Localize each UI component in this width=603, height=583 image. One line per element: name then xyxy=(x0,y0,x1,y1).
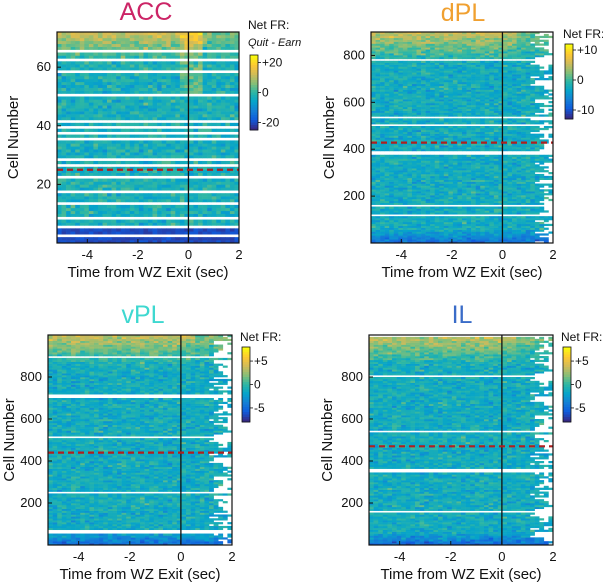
colorbar-tick-label: -5 xyxy=(575,401,586,415)
heatmap-cells xyxy=(57,32,240,244)
colorbar-tick-label: 0 xyxy=(254,378,261,392)
y-tick-label: 800 xyxy=(20,369,42,384)
y-axis-label: Cell Number xyxy=(1,398,18,481)
x-axis-label: Time from WZ Exit (sec) xyxy=(59,566,220,583)
colorbar-subtitle: Quit - Earn xyxy=(248,37,301,49)
y-tick-label: 800 xyxy=(343,47,365,62)
colorbar-tick-label: 0 xyxy=(577,73,584,87)
plot-frame xyxy=(368,334,554,546)
x-tick-label: 0 xyxy=(177,549,184,564)
x-tick-label: 0 xyxy=(499,247,506,262)
y-tick-label: 400 xyxy=(341,453,363,468)
colorbar-tick-label: 0 xyxy=(262,86,269,100)
y-tick-label: 200 xyxy=(20,495,42,510)
plot-frame xyxy=(370,31,554,244)
plot-frame xyxy=(47,334,233,546)
y-axis-label: Cell Number xyxy=(5,96,22,179)
colorbar: Net FR: +5 0 -5 xyxy=(240,330,281,423)
panel-il: -4 -2 0 2 200 400 600 800 IL Time from WZ Exit (s… xyxy=(319,301,602,583)
colorbar-tick-label: +5 xyxy=(254,354,268,368)
x-tick-label: -4 xyxy=(394,549,406,564)
colorbar: Net FR: Quit - Earn +20 0 -20 xyxy=(248,18,301,131)
heatmap-cells xyxy=(48,335,233,546)
y-tick-label: 400 xyxy=(343,141,365,156)
panel-title: ACC xyxy=(120,0,173,26)
panel-title: IL xyxy=(452,301,473,329)
y-tick-label: 400 xyxy=(20,453,42,468)
colorbar-tick-label: +5 xyxy=(575,354,589,368)
colorbar-tick-label: -5 xyxy=(254,401,265,415)
x-tick-label: 0 xyxy=(185,247,192,262)
y-tick-label: 800 xyxy=(341,369,363,384)
panel-vpl: -4 -2 0 2 200 400 600 800 vPL Time from WZ Exit (… xyxy=(1,301,281,583)
y-axis-label: Cell Number xyxy=(321,96,338,179)
y-tick-label: 600 xyxy=(343,94,365,109)
heatmap-cells xyxy=(369,336,554,546)
colorbar: Net FR: +5 0 -5 xyxy=(561,330,602,423)
y-tick-label: 600 xyxy=(20,411,42,426)
colorbar-title: Net FR: xyxy=(248,18,289,32)
x-tick-label: -2 xyxy=(445,549,457,564)
y-tick-label: 600 xyxy=(341,411,363,426)
colorbar: Net FR: +10 0 -10 xyxy=(563,27,603,120)
colorbar-tick-label: 0 xyxy=(575,378,582,392)
panel-title: dPL xyxy=(441,0,486,27)
x-tick-label: 2 xyxy=(235,247,242,262)
x-tick-label: -4 xyxy=(396,247,408,262)
panel-title: vPL xyxy=(121,301,164,329)
x-tick-label: -2 xyxy=(132,247,144,262)
y-tick-label: 40 xyxy=(37,118,51,133)
x-tick-label: 2 xyxy=(228,549,235,564)
x-tick-label: 0 xyxy=(498,549,505,564)
y-tick-label: 20 xyxy=(37,176,51,191)
x-axis-label: Time from WZ Exit (sec) xyxy=(380,566,541,583)
colorbar-tick-label: -10 xyxy=(577,103,595,117)
x-tick-label: 2 xyxy=(549,247,556,262)
x-tick-label: -4 xyxy=(82,247,94,262)
y-tick-label: 60 xyxy=(37,59,51,74)
panel-dpl: -4 -2 0 2 200 400 600 800 dPL Time from WZ Exit (… xyxy=(321,0,603,281)
x-tick-label: 2 xyxy=(549,549,556,564)
colorbar-tick-label: -20 xyxy=(262,116,280,130)
x-axis-label: Time from WZ Exit (sec) xyxy=(381,264,542,281)
x-tick-label: -2 xyxy=(446,247,458,262)
colorbar-tick-label: +10 xyxy=(577,43,598,57)
x-tick-label: -2 xyxy=(124,549,136,564)
heatmap-cells xyxy=(371,32,554,244)
colorbar-title: Net FR: xyxy=(563,27,603,41)
y-tick-label: 200 xyxy=(341,495,363,510)
x-axis-label: Time from WZ Exit (sec) xyxy=(67,264,228,281)
plot-frame xyxy=(56,31,240,244)
y-axis-label: Cell Number xyxy=(319,398,336,481)
x-tick-label: -4 xyxy=(73,549,85,564)
colorbar-title: Net FR: xyxy=(561,330,602,344)
y-tick-label: 200 xyxy=(343,188,365,203)
colorbar-title: Net FR: xyxy=(240,330,281,344)
colorbar-tick-label: +20 xyxy=(262,56,283,70)
